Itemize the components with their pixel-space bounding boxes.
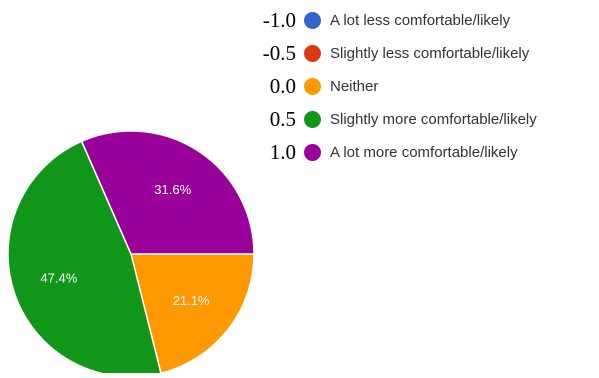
slice-percent-label: 31.6%	[154, 182, 191, 197]
legend-item: 0.5 Slightly more comfortable/likely	[220, 106, 599, 132]
legend-label: A lot more comfortable/likely	[330, 143, 518, 161]
pie-slice	[130, 253, 255, 375]
legend-label: Neither	[330, 77, 379, 95]
legend-item: 0.0 Neither	[220, 73, 599, 99]
legend-scale-value: 0.0	[269, 73, 296, 98]
legend-scale-value: -1.0	[262, 7, 296, 32]
legend-swatch	[304, 44, 321, 62]
legend-swatch	[304, 11, 321, 29]
legend-scale-value: -0.5	[262, 40, 296, 65]
legend-scale-value: 0.5	[269, 106, 296, 131]
legend-item: -0.5 Slightly less comfortable/likely	[220, 40, 599, 66]
slice-percent-label: 21.1%	[173, 293, 210, 308]
legend-label: Slightly less comfortable/likely	[330, 44, 530, 62]
legend-swatch	[304, 143, 321, 161]
legend-swatch	[304, 110, 321, 128]
legend-item: -1.0 A lot less comfortable/likely	[220, 7, 599, 33]
legend-swatch	[304, 77, 321, 95]
legend-item: 1.0 A lot more comfortable/likely	[220, 139, 599, 165]
legend-label: A lot less comfortable/likely	[330, 11, 511, 29]
slice-percent-label: 47.4%	[40, 271, 77, 286]
legend-label: Slightly more comfortable/likely	[330, 110, 537, 128]
legend-scale-value: 1.0	[269, 139, 296, 164]
pie-slice	[80, 130, 255, 255]
